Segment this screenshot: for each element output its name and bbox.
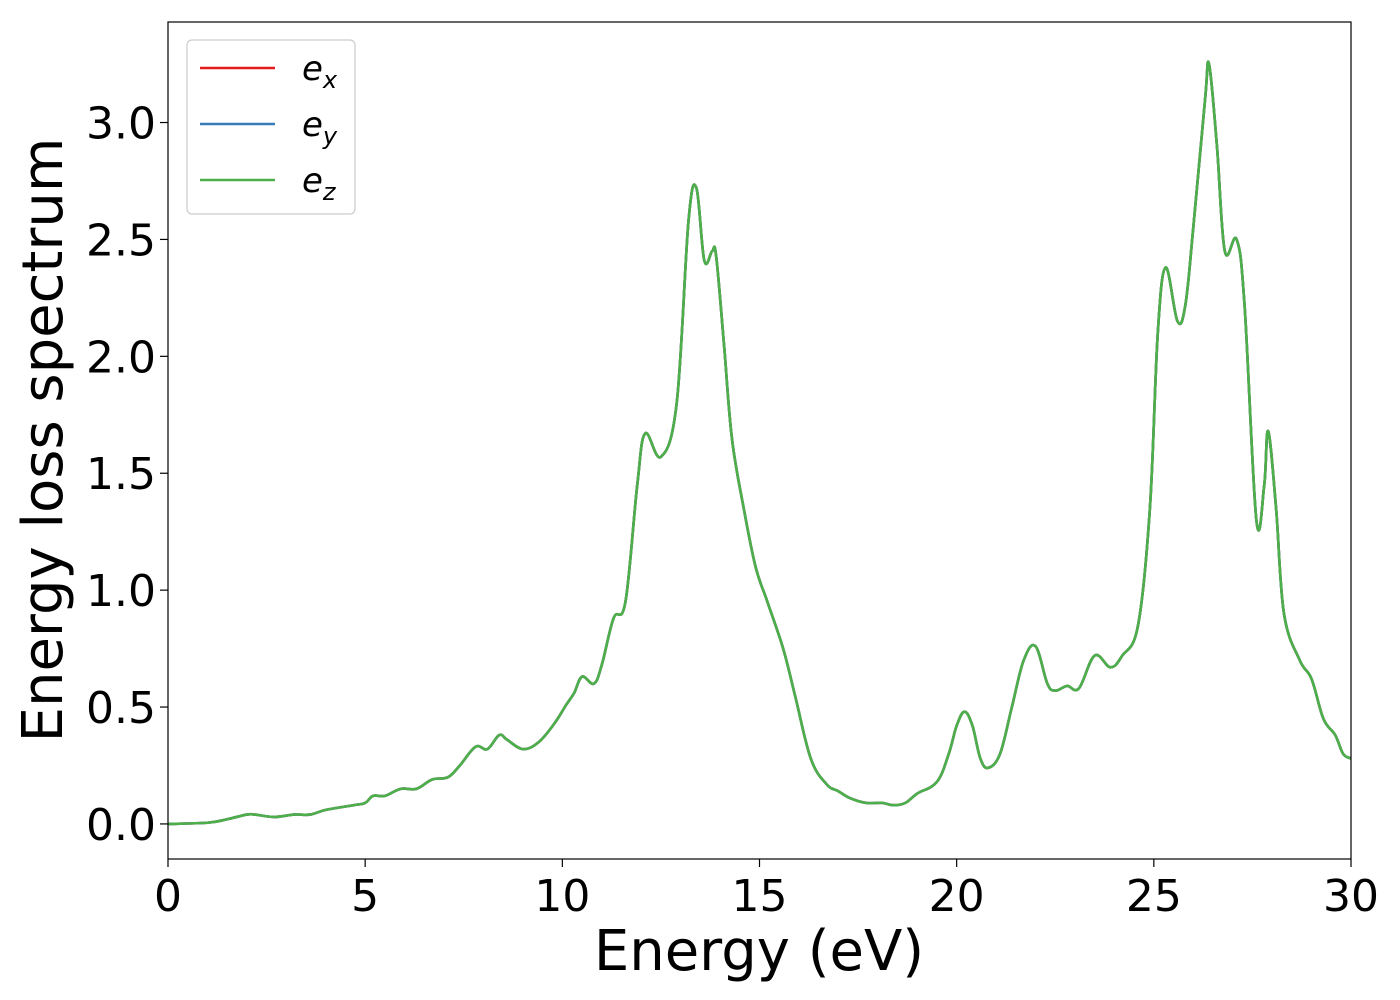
y-axis: 0.0 0.5 1.0 1.5 2.0 2.5 3.0 — [86, 99, 168, 851]
x-tick-label: 25 — [1126, 871, 1182, 922]
legend-label-ey: ey — [302, 105, 338, 150]
x-tick-label: 20 — [929, 871, 985, 922]
x-axis: 0 5 10 15 20 25 30 — [154, 859, 1379, 922]
x-tick-label: 0 — [154, 871, 182, 922]
series-lines — [168, 60, 1351, 826]
legend-label-ez: ez — [302, 161, 337, 206]
y-axis-title: Energy loss spectrum — [11, 138, 76, 743]
x-tick-label: 10 — [534, 871, 590, 922]
y-tick-label: 1.0 — [86, 566, 156, 617]
legend-label-ex: ex — [302, 49, 338, 94]
y-tick-label: 2.5 — [86, 215, 156, 266]
x-tick-label: 15 — [732, 871, 788, 922]
y-tick-label: 0.5 — [86, 683, 156, 734]
y-tick-label: 3.0 — [86, 99, 156, 150]
series-line-ez — [168, 60, 1351, 826]
x-tick-label: 30 — [1323, 871, 1379, 922]
y-tick-label: 2.0 — [86, 332, 156, 383]
legend-box — [186, 39, 356, 215]
y-tick-label: 1.5 — [86, 449, 156, 500]
x-axis-title: Energy (eV) — [594, 919, 924, 984]
y-tick-label: 0.0 — [86, 800, 156, 851]
x-tick-label: 5 — [351, 871, 379, 922]
legend: ex ey ez — [186, 39, 356, 215]
